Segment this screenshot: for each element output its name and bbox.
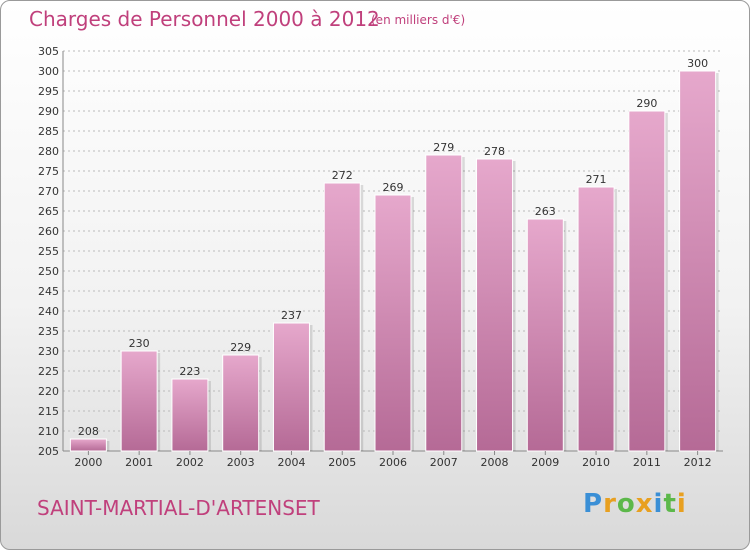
bar — [476, 158, 514, 452]
bar — [222, 354, 260, 452]
bar — [272, 322, 310, 452]
y-tick-label: 245 — [38, 285, 59, 298]
bar — [425, 154, 463, 452]
data-label: 263 — [535, 205, 556, 218]
x-tick-label: 2012 — [684, 456, 712, 469]
data-label: 300 — [687, 57, 708, 70]
bar — [323, 182, 361, 452]
bar — [679, 70, 717, 452]
y-tick-label: 255 — [38, 245, 59, 258]
x-tick-label: 2009 — [531, 456, 559, 469]
y-tick-label: 305 — [38, 45, 59, 58]
y-tick-label: 270 — [38, 185, 59, 198]
y-tick-label: 265 — [38, 205, 59, 218]
commune-name: SAINT-MARTIAL-D'ARTENSET — [37, 496, 320, 520]
y-tick-label: 205 — [38, 445, 59, 458]
x-tick-label: 2010 — [582, 456, 610, 469]
x-tick-label: 2000 — [74, 456, 102, 469]
data-label: 272 — [332, 169, 353, 182]
y-tick-label: 215 — [38, 405, 59, 418]
data-label: 223 — [179, 365, 200, 378]
bar — [120, 350, 158, 452]
x-tick-label: 2007 — [430, 456, 458, 469]
y-tick-label: 250 — [38, 265, 59, 278]
x-tick-label: 2004 — [277, 456, 305, 469]
y-tick-label: 220 — [38, 385, 59, 398]
y-tick-label: 240 — [38, 305, 59, 318]
y-tick-label: 260 — [38, 225, 59, 238]
y-tick-label: 235 — [38, 325, 59, 338]
y-tick-label: 230 — [38, 345, 59, 358]
y-tick-label: 295 — [38, 85, 59, 98]
data-label: 237 — [281, 309, 302, 322]
data-label: 230 — [129, 337, 150, 350]
data-label: 271 — [586, 173, 607, 186]
bar — [628, 110, 666, 452]
x-tick-label: 2008 — [481, 456, 509, 469]
bar — [69, 438, 107, 452]
bar — [171, 378, 209, 452]
chart-title: Charges de Personnel 2000 à 2012 — [29, 7, 380, 31]
x-tick-label: 2002 — [176, 456, 204, 469]
y-tick-label: 290 — [38, 105, 59, 118]
bar — [374, 194, 412, 452]
x-tick-label: 2001 — [125, 456, 153, 469]
data-label: 279 — [433, 141, 454, 154]
data-label: 269 — [383, 181, 404, 194]
data-label: 290 — [636, 97, 657, 110]
y-tick-label: 210 — [38, 425, 59, 438]
x-tick-label: 2003 — [227, 456, 255, 469]
data-label: 208 — [78, 425, 99, 438]
data-label: 278 — [484, 145, 505, 158]
x-tick-label: 2011 — [633, 456, 661, 469]
x-tick-label: 2005 — [328, 456, 356, 469]
y-tick-label: 285 — [38, 125, 59, 138]
y-tick-label: 280 — [38, 145, 59, 158]
y-tick-label: 275 — [38, 165, 59, 178]
y-tick-label: 300 — [38, 65, 59, 78]
bar — [526, 218, 564, 452]
data-label: 229 — [230, 341, 251, 354]
chart-subtitle: (en milliers d'€) — [371, 13, 466, 27]
x-tick-label: 2006 — [379, 456, 407, 469]
y-tick-label: 225 — [38, 365, 59, 378]
proxiti-logo: Proxiti — [583, 489, 687, 519]
bar — [577, 186, 615, 452]
